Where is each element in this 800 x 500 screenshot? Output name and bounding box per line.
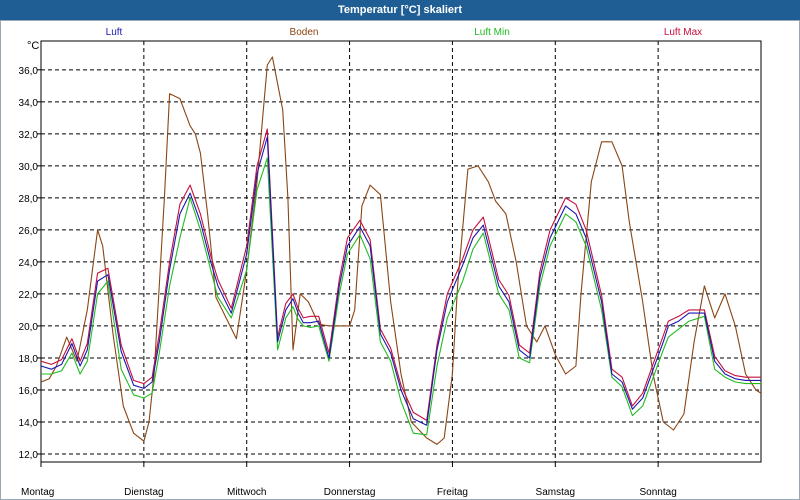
x-tick-day: Freitag	[437, 487, 468, 498]
legend-item-boden: Boden	[290, 27, 319, 38]
y-tick-label: 24,0	[19, 258, 39, 269]
window-title: Temperatur [°C] skaliert	[0, 0, 800, 20]
x-tick-day: Mittwoch	[227, 487, 266, 498]
x-axis: Montag17.07.17Dienstag18.07.17Mittwoch19…	[21, 462, 677, 498]
y-tick-label: 18,0	[19, 354, 39, 365]
series-line-boden	[40, 56, 762, 445]
x-tick-day: Sonntag	[640, 487, 677, 498]
legend-item-luft: Luft	[106, 27, 123, 38]
y-tick-label: 22,0	[19, 290, 39, 301]
y-tick-label: 16,0	[19, 386, 39, 397]
legend-item-luft-max: Luft Max	[664, 27, 702, 38]
y-tick-label: 14,0	[19, 418, 39, 429]
y-tick-label: 20,0	[19, 322, 39, 333]
y-tick-label: 28,0	[19, 194, 39, 205]
y-tick-label: 36,0	[19, 66, 39, 77]
chart-panel: 12,0 14,0 16,0 18,0 20,0 22,0 24,0 26,0 28,0 30,0…	[0, 20, 800, 500]
y-axis: 12,0 14,0 16,0 18,0 20,0 22,0 24,0 26,0 28,0 30,0…	[19, 66, 41, 461]
y-tick-label: 32,0	[19, 130, 39, 141]
x-tick-day: Samstag	[536, 487, 575, 498]
y-tick-label: 30,0	[19, 162, 39, 173]
x-tick-day: Montag	[21, 487, 54, 498]
y-tick-label: 26,0	[19, 226, 39, 237]
series-line-luft	[40, 136, 761, 426]
x-tick-day: Dienstag	[124, 487, 163, 498]
series-group	[40, 56, 762, 445]
plot-area	[40, 40, 762, 463]
y-unit-label: °C	[27, 40, 39, 52]
legend: Luft Boden Luft Min Luft Max	[106, 27, 703, 38]
series-line-luft-max	[40, 128, 761, 421]
series-line-luft-min	[41, 157, 761, 436]
y-tick-label: 34,0	[19, 98, 39, 109]
temperature-chart: 12,0 14,0 16,0 18,0 20,0 22,0 24,0 26,0 28,0 30,0…	[19, 27, 762, 498]
legend-item-luft-min: Luft Min	[474, 27, 510, 38]
x-tick-day: Donnerstag	[324, 487, 376, 498]
y-tick-label: 12,0	[19, 450, 39, 461]
